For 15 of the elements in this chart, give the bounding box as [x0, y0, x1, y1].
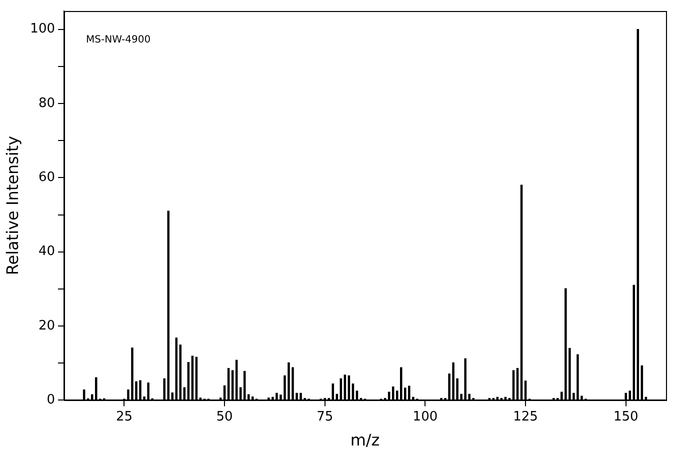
x-tick-label: 75	[316, 409, 334, 424]
y-tick-label: 60	[38, 170, 56, 186]
x-tick-label: 100	[412, 409, 438, 424]
x-tick-label: 50	[216, 409, 233, 424]
x-tick-label: 25	[116, 409, 132, 424]
x-axis-title: m/z	[350, 430, 380, 450]
y-tick-label: 100	[30, 22, 56, 37]
y-tick-label: 80	[38, 96, 56, 111]
x-tick-label: 150	[613, 409, 638, 424]
y-tick-label: 0	[46, 392, 56, 408]
y-axis-title: Relative Intensity	[2, 136, 22, 276]
x-tick-label: 125	[513, 409, 538, 424]
y-tick-label: 20	[38, 318, 56, 334]
annotation: MS-NW-4900	[86, 34, 151, 46]
y-tick-label: 40	[38, 244, 56, 260]
